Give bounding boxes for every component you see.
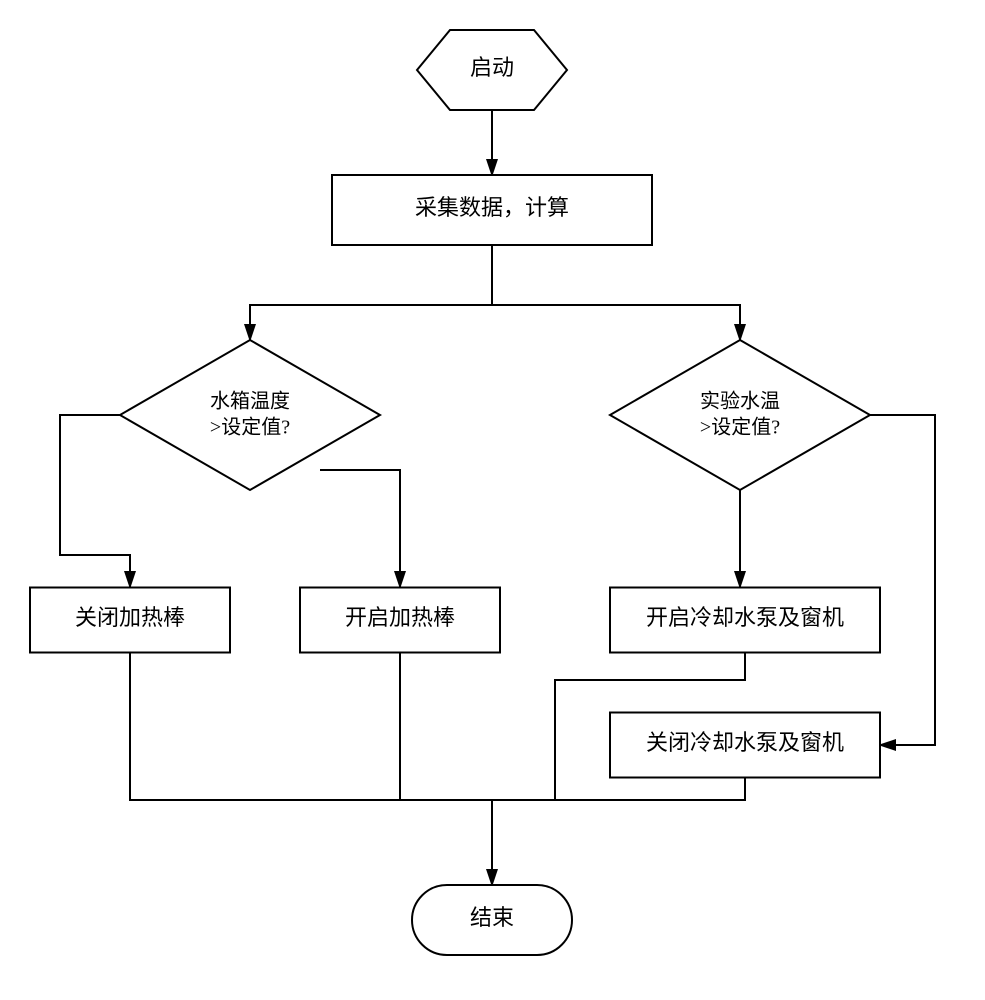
flowchart-diagram: 启动采集数据，计算水箱温度 >设定值? 实验水温 >设定值? 关闭加热棒 开启加热棒 开启冷… bbox=[0, 0, 985, 1000]
open_heat-label: 开启加热棒 bbox=[345, 605, 455, 630]
node-close_cool: 关闭冷却水泵及窗机 bbox=[610, 713, 880, 778]
collect-label: 采集数据，计算 bbox=[415, 195, 569, 220]
edge-open_heat-merge bbox=[400, 652, 492, 800]
edge-split-dec_tank bbox=[250, 305, 492, 340]
node-collect: 采集数据，计算 bbox=[332, 175, 652, 245]
edge-close_heat-merge bbox=[130, 652, 492, 800]
node-dec_exp: 实验水温 >设定值? bbox=[610, 340, 870, 490]
node-start: 启动 bbox=[417, 30, 567, 110]
edge-dec_tank_b-open_heat bbox=[320, 470, 400, 587]
node-end: 结束 bbox=[412, 885, 572, 955]
node-open_heat: 开启加热棒 bbox=[300, 588, 500, 653]
node-dec_tank: 水箱温度 >设定值? bbox=[120, 340, 380, 490]
open_cool-label: 开启冷却水泵及窗机 bbox=[646, 605, 844, 630]
close_heat-label: 关闭加热棒 bbox=[75, 605, 185, 630]
close_cool-label: 关闭冷却水泵及窗机 bbox=[646, 730, 844, 755]
node-open_cool: 开启冷却水泵及窗机 bbox=[610, 588, 880, 653]
nodes: 启动采集数据，计算水箱温度 >设定值? 实验水温 >设定值? 关闭加热棒 开启加热棒 开启冷… bbox=[30, 30, 880, 955]
dec_exp-label-2: >设定值? bbox=[700, 416, 780, 439]
dec_exp-label-1: 实验水温 bbox=[700, 390, 780, 413]
edge-dec_exp_r-close_cool bbox=[870, 415, 935, 745]
dec_tank-label-1: 水箱温度 bbox=[210, 390, 290, 413]
edge-close_cool-merge bbox=[492, 777, 745, 800]
start-label: 启动 bbox=[470, 55, 514, 80]
dec_tank-label-2: >设定值? bbox=[210, 416, 290, 439]
edge-dec_tank_l-close_heat bbox=[60, 415, 130, 587]
edge-split-dec_exp bbox=[492, 305, 740, 340]
end-label: 结束 bbox=[470, 905, 514, 930]
node-close_heat: 关闭加热棒 bbox=[30, 588, 230, 653]
